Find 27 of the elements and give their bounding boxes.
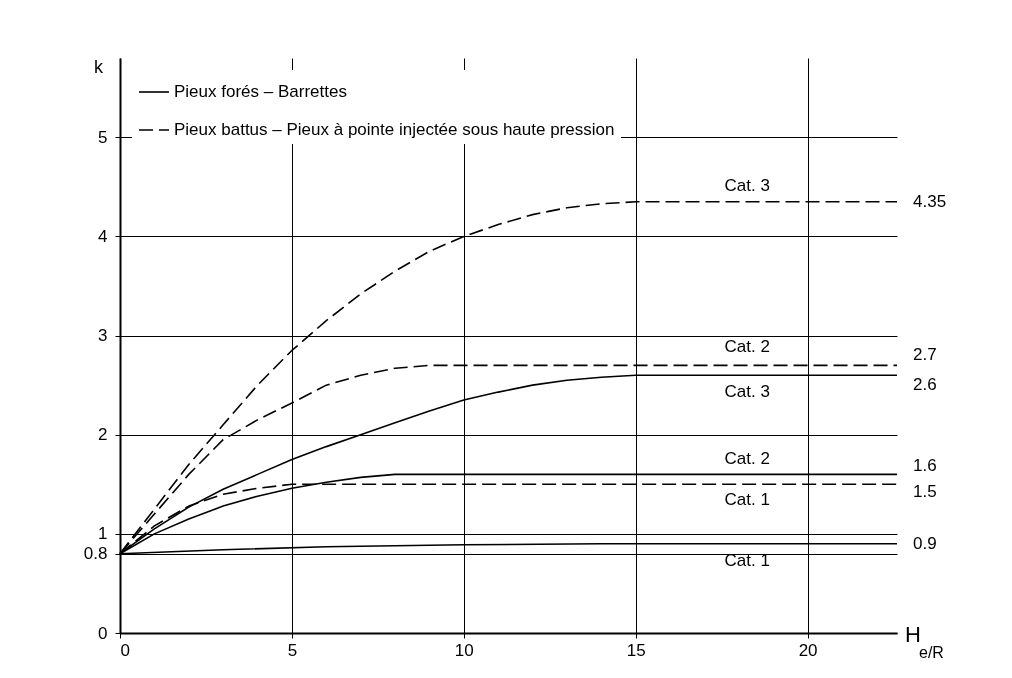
data-label: 2.7 [913,345,937,365]
y-tick-label: 4 [98,226,108,246]
x-tick-label: 10 [454,640,474,660]
x-tick-label: 15 [626,640,646,660]
series-label: Cat. 2 [724,337,770,357]
annotation: Pieux battus – Pieux à pointe injectée sous haute pression [174,120,615,139]
x-tick-label: 20 [798,640,818,660]
data-label: 2.6 [913,375,937,395]
series-label: Cat. 1 [724,490,770,510]
data-label: 4.35 [913,191,947,211]
y-axis-title: k [94,56,104,77]
data-label: 0.9 [913,533,937,553]
y-tick-label: 2 [98,425,108,445]
x-axis-title: He/R [905,622,944,661]
series-label: Cat. 3 [724,382,770,402]
series-label: Cat. 2 [724,449,770,469]
annotation: Pieux forés – Barrettes [174,82,347,101]
series-label: Cat. 3 [724,175,770,195]
y-tick-label: 0.8 [83,544,108,564]
x-tick-label: 5 [287,640,298,660]
data-label: 1.6 [913,456,937,476]
y-tick-label: 0 [98,623,108,643]
y-tick-label: 3 [98,326,108,346]
x-tick-label: 0 [120,640,130,660]
data-label: 1.5 [913,482,937,502]
y-tick-label: 5 [98,127,108,147]
y-tick-label: 1 [98,524,108,544]
